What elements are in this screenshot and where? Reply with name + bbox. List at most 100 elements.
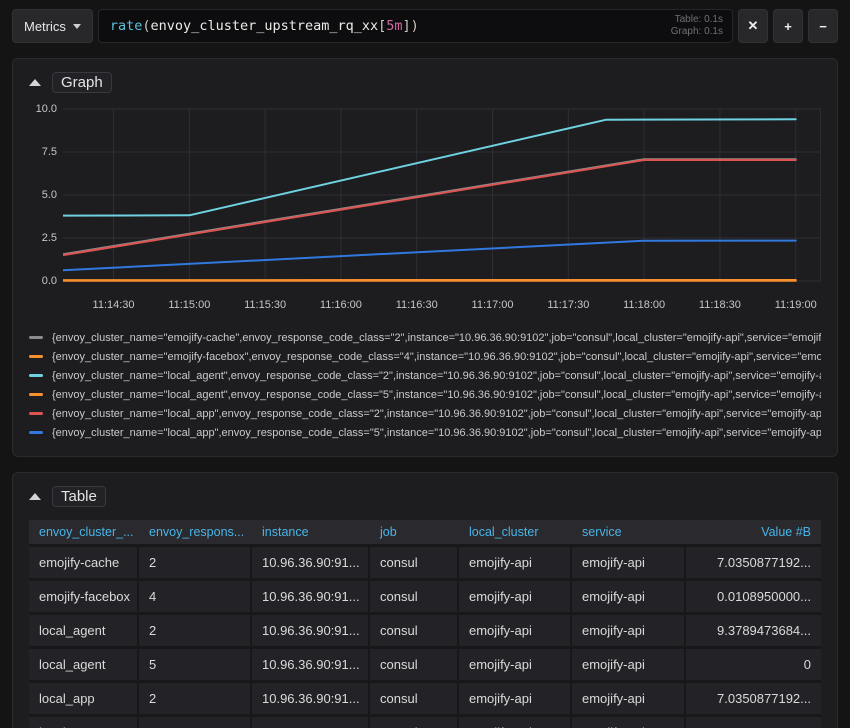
chevron-down-icon — [72, 23, 81, 29]
query-token-paren: ) — [410, 18, 419, 34]
column-header[interactable]: envoy_cluster_... — [29, 520, 139, 544]
add-panel-button[interactable]: + — [773, 9, 803, 43]
x-tick-label: 11:14:30 — [92, 299, 135, 311]
metrics-dropdown-button[interactable]: Metrics — [12, 9, 93, 43]
query-input[interactable]: rate(envoy_cluster_upstream_rq_xx[5m]) T… — [97, 9, 733, 43]
query-token-function: rate — [109, 18, 143, 34]
table-header-row: envoy_cluster_... envoy_respons... instanc… — [29, 520, 821, 547]
table-row: local_agent 2 10.96.36.90:91... consul emoji… — [29, 615, 821, 649]
y-tick-label: 10.0 — [35, 103, 57, 115]
collapse-graph-icon[interactable] — [29, 79, 41, 86]
table-cell: emojify-api — [459, 649, 572, 680]
collapse-table-icon[interactable] — [29, 493, 41, 500]
x-tick-label: 11:16:30 — [395, 299, 438, 311]
legend-item[interactable]: {envoy_cluster_name="local_app",envoy_re… — [29, 423, 821, 442]
table-cell: consul — [370, 547, 459, 578]
legend-swatch-icon — [29, 355, 43, 358]
table-cell: 0 — [686, 649, 821, 680]
x-tick-label: 11:17:00 — [471, 299, 514, 311]
x-tick-label: 11:18:30 — [698, 299, 741, 311]
chart-plot-area[interactable] — [62, 101, 821, 296]
query-timings: Table: 0.1s Graph: 0.1s — [671, 14, 723, 38]
x-tick-label: 11:15:00 — [168, 299, 211, 311]
table-cell: emojify-api — [459, 615, 572, 646]
table-cell: 10.96.36.90:91... — [252, 717, 370, 728]
query-token-duration: 5m — [386, 18, 403, 34]
chart-legend: {envoy_cluster_name="emojify-cache",envo… — [29, 328, 821, 442]
legend-label: {envoy_cluster_name="local_app",envoy_re… — [52, 426, 821, 439]
metrics-dropdown-label: Metrics — [24, 18, 66, 34]
table-cell: 7.0350877192... — [686, 547, 821, 578]
table-row: emojify-facebox 4 10.96.36.90:91... consul e… — [29, 581, 821, 615]
y-tick-label: 0.0 — [41, 275, 57, 287]
table-cell: consul — [370, 581, 459, 612]
column-header[interactable]: instance — [252, 520, 370, 544]
legend-item[interactable]: {envoy_cluster_name="local_agent",envoy_… — [29, 366, 821, 385]
table-cell: 7.0350877192... — [686, 683, 821, 714]
legend-label: {envoy_cluster_name="local_agent",envoy_… — [52, 369, 821, 382]
column-header[interactable]: service — [572, 520, 686, 544]
remove-panel-button[interactable]: − — [808, 9, 838, 43]
legend-item[interactable]: {envoy_cluster_name="emojify-cache",envo… — [29, 328, 821, 347]
table-cell: 10.96.36.90:91... — [252, 649, 370, 680]
legend-swatch-icon — [29, 412, 43, 415]
column-header[interactable]: local_cluster — [459, 520, 572, 544]
table-cell: emojify-api — [459, 547, 572, 578]
table-cell: emojify-api — [572, 615, 686, 646]
y-tick-label: 7.5 — [41, 146, 57, 158]
x-tick-label: 11:18:00 — [623, 299, 666, 311]
table-panel-title: Table — [52, 486, 106, 507]
table-cell: consul — [370, 717, 459, 728]
legend-item[interactable]: {envoy_cluster_name="local_agent",envoy_… — [29, 385, 821, 404]
results-table: envoy_cluster_... envoy_respons... instanc… — [29, 520, 821, 728]
column-header[interactable]: Value #B — [686, 520, 821, 544]
x-tick-label: 11:17:30 — [547, 299, 590, 311]
graph-panel-header: Graph — [29, 72, 821, 93]
legend-swatch-icon — [29, 393, 43, 396]
query-token-paren: ( — [142, 18, 151, 34]
column-header[interactable]: envoy_respons... — [139, 520, 252, 544]
table-cell: emojify-api — [459, 683, 572, 714]
table-cell: 2.3438596491... — [686, 717, 821, 728]
legend-label: {envoy_cluster_name="emojify-cache",envo… — [52, 331, 821, 344]
legend-item[interactable]: {envoy_cluster_name="local_app",envoy_re… — [29, 404, 821, 423]
table-row: local_app510.96.36.90:91...consulemojify… — [29, 717, 821, 728]
table-cell: 10.96.36.90:91... — [252, 683, 370, 714]
table-cell: 0.0108950000... — [686, 581, 821, 612]
line-chart: 0.0 2.5 5.0 7.5 10.0 — [29, 101, 821, 296]
table-cell: local_agent — [29, 649, 139, 680]
y-tick-label: 5.0 — [41, 189, 57, 201]
y-tick-label: 2.5 — [41, 232, 57, 244]
query-bar: Metrics rate(envoy_cluster_upstream_rq_x… — [12, 9, 838, 43]
table-row: local_app 2 10.96.36.90:91... consul emojify… — [29, 683, 821, 717]
table-cell: emojify-cache — [29, 547, 139, 578]
table-cell: emojify-api — [459, 717, 572, 728]
table-cell: 5 — [139, 649, 252, 680]
table-panel: Table envoy_cluster_... envoy_respons... i… — [12, 472, 838, 728]
table-cell: consul — [370, 683, 459, 714]
table-cell: 10.96.36.90:91... — [252, 615, 370, 646]
table-row: local_agent 5 10.96.36.90:91... consul emoji… — [29, 649, 821, 683]
column-header[interactable]: job — [370, 520, 459, 544]
legend-item[interactable]: {envoy_cluster_name="emojify-facebox",en… — [29, 347, 821, 366]
legend-label: {envoy_cluster_name="local_app",envoy_re… — [52, 407, 821, 420]
chart-x-axis: 11:14:30 11:15:00 11:15:30 11:16:00 11:16:30… — [63, 296, 821, 314]
minus-icon: − — [819, 18, 827, 34]
chart-y-axis: 0.0 2.5 5.0 7.5 10.0 — [29, 101, 63, 291]
graph-panel: Graph 0.0 2.5 5.0 7.5 10.0 11:14:30 11:15:00 1… — [12, 58, 838, 457]
x-tick-label: 11:16:00 — [319, 299, 362, 311]
table-cell: 4 — [139, 581, 252, 612]
graph-panel-title: Graph — [52, 72, 112, 93]
table-cell: emojify-api — [572, 581, 686, 612]
legend-label: {envoy_cluster_name="local_agent",envoy_… — [52, 388, 821, 401]
table-cell: 5 — [139, 717, 252, 728]
close-panel-button[interactable]: ✕ — [738, 9, 768, 43]
x-tick-label: 11:15:30 — [244, 299, 287, 311]
table-cell: 2 — [139, 683, 252, 714]
query-token-bracket: ] — [402, 18, 411, 34]
table-cell: consul — [370, 615, 459, 646]
table-cell: 10.96.36.90:91... — [252, 581, 370, 612]
table-body: emojify-cache 2 10.96.36.90:91... consul emo… — [29, 547, 821, 728]
table-cell: emojify-api — [572, 547, 686, 578]
table-cell: 2 — [139, 615, 252, 646]
